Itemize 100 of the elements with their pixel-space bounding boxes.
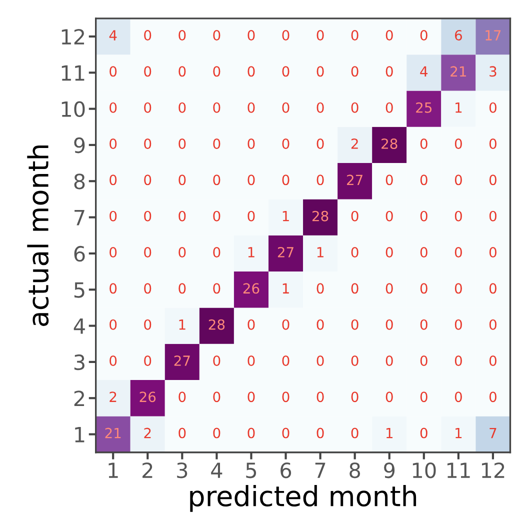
data-label: 25 <box>416 102 432 113</box>
data-label: 0 <box>282 355 290 366</box>
data-label: 0 <box>248 210 255 222</box>
y-axis-title: actual month <box>27 145 49 326</box>
data-label: 0 <box>454 174 462 186</box>
data-label: 26 <box>243 283 260 294</box>
data-label: 0 <box>178 174 186 186</box>
data-label: 0 <box>351 102 358 113</box>
data-label: 0 <box>420 392 428 402</box>
x-tick-label: 8 <box>350 462 360 478</box>
data-label: 0 <box>110 283 117 294</box>
data-label: 28 <box>382 138 398 150</box>
x-tick-label: 2 <box>142 462 152 478</box>
data-label: 0 <box>420 319 428 330</box>
data-label: 0 <box>351 30 358 41</box>
data-label: 0 <box>282 428 290 438</box>
y-tick-label: 12 <box>62 28 84 44</box>
data-label: 0 <box>420 30 428 41</box>
data-label: 0 <box>248 138 255 150</box>
y-tick-label: 10 <box>62 101 85 118</box>
x-tick-label: 4 <box>211 462 222 478</box>
data-label: 0 <box>351 246 358 258</box>
data-label: 0 <box>213 174 220 186</box>
data-label: 0 <box>178 392 186 402</box>
data-label: 0 <box>282 66 290 77</box>
data-label: 0 <box>454 210 462 222</box>
data-label: 0 <box>248 319 255 330</box>
data-label: 0 <box>282 174 290 186</box>
data-label: 1 <box>456 102 462 113</box>
data-label: 0 <box>248 355 255 366</box>
data-label: 0 <box>386 66 393 77</box>
data-label: 0 <box>316 283 324 294</box>
x-tick-label: 1 <box>108 462 118 478</box>
data-label: 0 <box>282 392 290 402</box>
data-label: 0 <box>420 283 428 294</box>
data-label: 0 <box>489 283 496 294</box>
data-label: 0 <box>110 210 117 222</box>
data-label: 0 <box>489 319 496 330</box>
data-label: 1 <box>317 247 324 258</box>
data-label: 0 <box>248 66 255 77</box>
data-label: 4 <box>420 66 428 76</box>
data-label: 0 <box>144 66 152 77</box>
data-label: 0 <box>351 319 358 330</box>
data-label: 0 <box>213 210 220 222</box>
data-label: 0 <box>386 174 393 186</box>
x-tick-label: 11 <box>447 462 470 478</box>
data-label: 0 <box>316 138 324 150</box>
data-label: 21 <box>450 66 466 76</box>
data-label: 0 <box>316 428 324 438</box>
data-label: 0 <box>351 428 358 438</box>
y-tick-label: 1 <box>75 427 84 442</box>
data-label: 7 <box>490 428 496 438</box>
data-label: 0 <box>144 246 152 258</box>
data-label: 28 <box>312 210 328 222</box>
data-label: 0 <box>386 355 393 366</box>
data-label: 0 <box>144 210 152 222</box>
data-label: 0 <box>178 30 186 41</box>
data-label: 0 <box>454 246 462 258</box>
data-label: 21 <box>105 428 121 438</box>
data-label: 0 <box>420 428 428 438</box>
data-label: 0 <box>248 30 255 41</box>
data-label: 0 <box>144 283 152 294</box>
data-label: 0 <box>489 355 496 366</box>
x-axis-title: predicted month <box>190 485 416 512</box>
data-label: 0 <box>178 210 186 222</box>
data-label: 0 <box>248 174 255 186</box>
data-label: 1 <box>179 320 186 330</box>
data-label: 0 <box>316 102 324 113</box>
data-label: 1 <box>248 247 254 258</box>
data-label: 0 <box>213 355 220 366</box>
data-label: 0 <box>144 355 152 366</box>
data-label: 0 <box>110 66 117 77</box>
data-label: 0 <box>282 30 290 41</box>
x-tick-label: 12 <box>482 462 504 478</box>
data-label: 0 <box>178 102 186 113</box>
data-label: 0 <box>386 210 393 222</box>
data-label: 0 <box>489 174 496 186</box>
y-tick-label: 5 <box>74 282 84 298</box>
data-label: 0 <box>454 138 462 150</box>
data-label: 0 <box>248 428 255 438</box>
data-label: 0 <box>282 102 290 113</box>
data-label: 1 <box>282 211 289 222</box>
data-label: 0 <box>213 30 220 41</box>
data-label: 0 <box>454 392 462 402</box>
data-label: 0 <box>351 210 358 222</box>
data-label: 0 <box>213 66 220 77</box>
data-label: 0 <box>178 138 186 150</box>
data-label: 27 <box>347 174 362 185</box>
data-label: 0 <box>351 392 358 402</box>
data-label: 2 <box>110 392 116 402</box>
data-label: 0 <box>454 319 462 330</box>
data-label: 17 <box>486 30 501 40</box>
data-label: 0 <box>282 319 290 330</box>
y-tick-label: 7 <box>74 210 84 226</box>
data-label: 0 <box>213 392 220 402</box>
data-label: 0 <box>110 319 117 330</box>
data-label: 0 <box>144 174 152 186</box>
data-label: 27 <box>174 355 190 366</box>
data-label: 0 <box>110 246 117 258</box>
data-label: 0 <box>351 66 358 77</box>
